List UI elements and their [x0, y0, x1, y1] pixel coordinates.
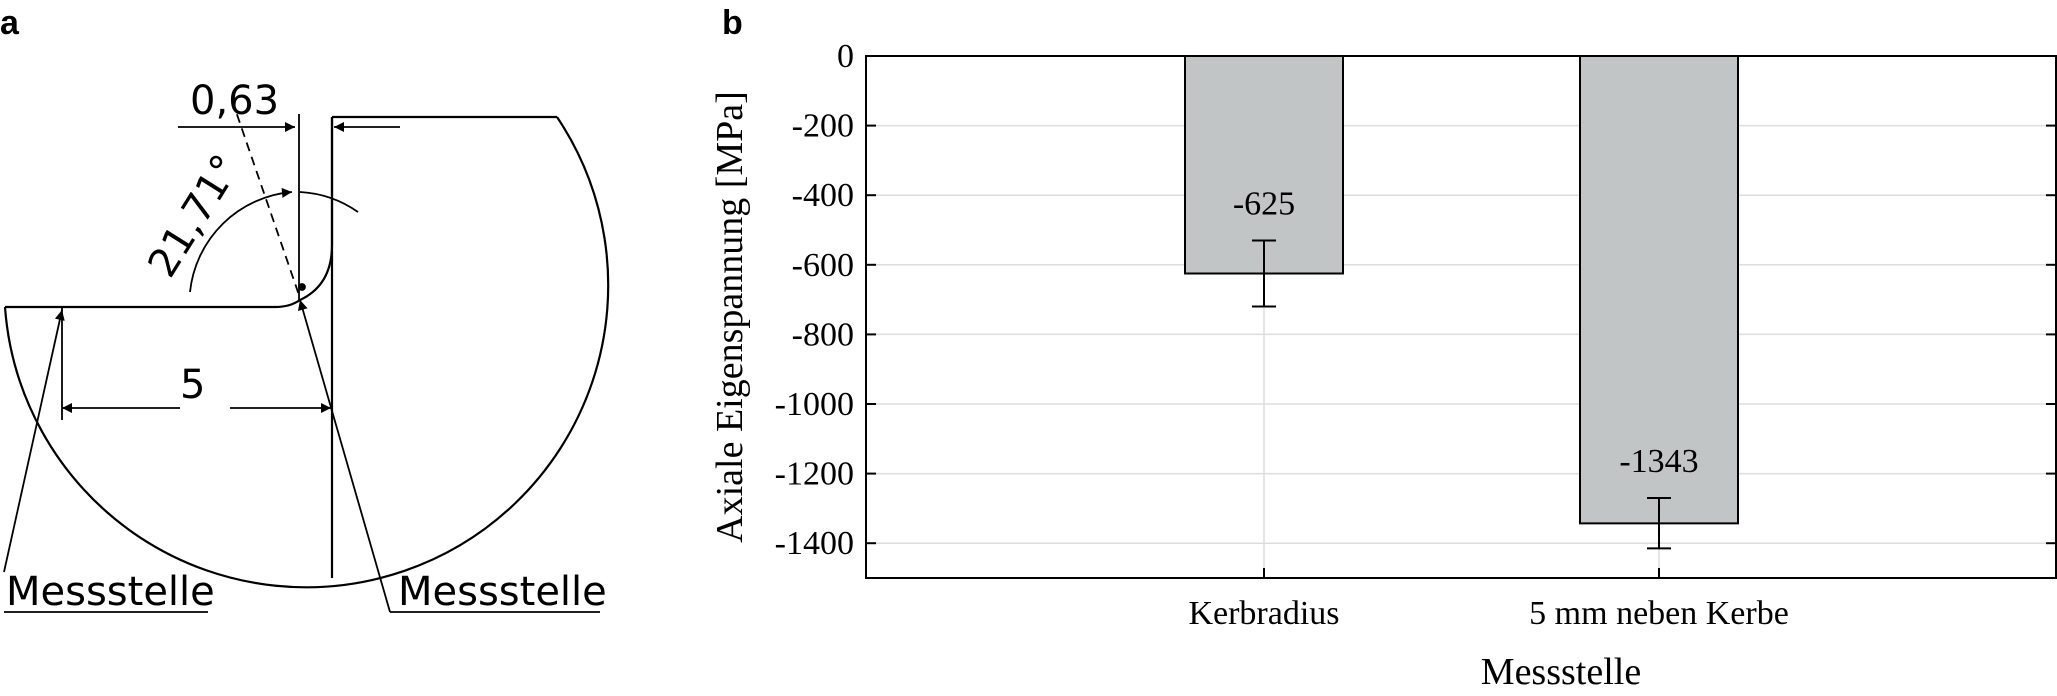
data-label: -625: [1233, 185, 1295, 222]
grid-lines: [866, 55, 2056, 578]
dimension-063-label: 0,63: [190, 78, 279, 124]
dimension-5-label: 5: [180, 362, 205, 408]
measurement-point-right-label: Messstelle: [398, 569, 607, 615]
data-label: -1343: [1619, 443, 1698, 480]
bars: [1184, 55, 1739, 525]
error-bars: [1252, 239, 1671, 550]
y-tick-label: -200: [792, 108, 854, 145]
y-tick-label: -400: [792, 177, 854, 214]
notch-outline: [3, 115, 610, 589]
y-axis-ticks: 0 -200 -400 -600 -800 -1000 -1200 -1400: [775, 38, 2056, 562]
x-tick-label: Kerbradius: [1188, 595, 1339, 632]
x-axis-ticks: Kerbradius 5 mm neben Kerbe: [1188, 568, 1789, 632]
measurement-point-left-label: Messstelle: [6, 569, 215, 615]
dimension-angle-label: 21,71°: [139, 147, 249, 285]
data-labels: -625 -1343: [1233, 185, 1699, 480]
panel-b-chart: b 0 -200 -400 -600 -800 -1000 -1200 -1400 Kerbr…: [709, 4, 2057, 693]
y-tick-label: 0: [837, 38, 854, 75]
y-axis-title: Axiale Eigenspannung [MPa]: [709, 91, 751, 543]
x-tick-label: 5 mm neben Kerbe: [1529, 595, 1789, 632]
y-tick-label: -800: [792, 316, 854, 353]
y-tick-label: -600: [792, 247, 854, 284]
plot-frame: [865, 55, 2057, 579]
panel-b-letter: b: [722, 4, 743, 42]
y-tick-label: -1200: [775, 456, 854, 493]
y-tick-label: -1400: [775, 525, 854, 562]
x-axis-title: Messstelle: [1481, 651, 1641, 693]
dimension-lines: [3, 99, 600, 613]
panel-a-letter: a: [0, 4, 20, 42]
y-tick-label: -1000: [775, 386, 854, 423]
panel-a-drawing: a: [0, 4, 610, 615]
bar: [1184, 55, 1344, 275]
